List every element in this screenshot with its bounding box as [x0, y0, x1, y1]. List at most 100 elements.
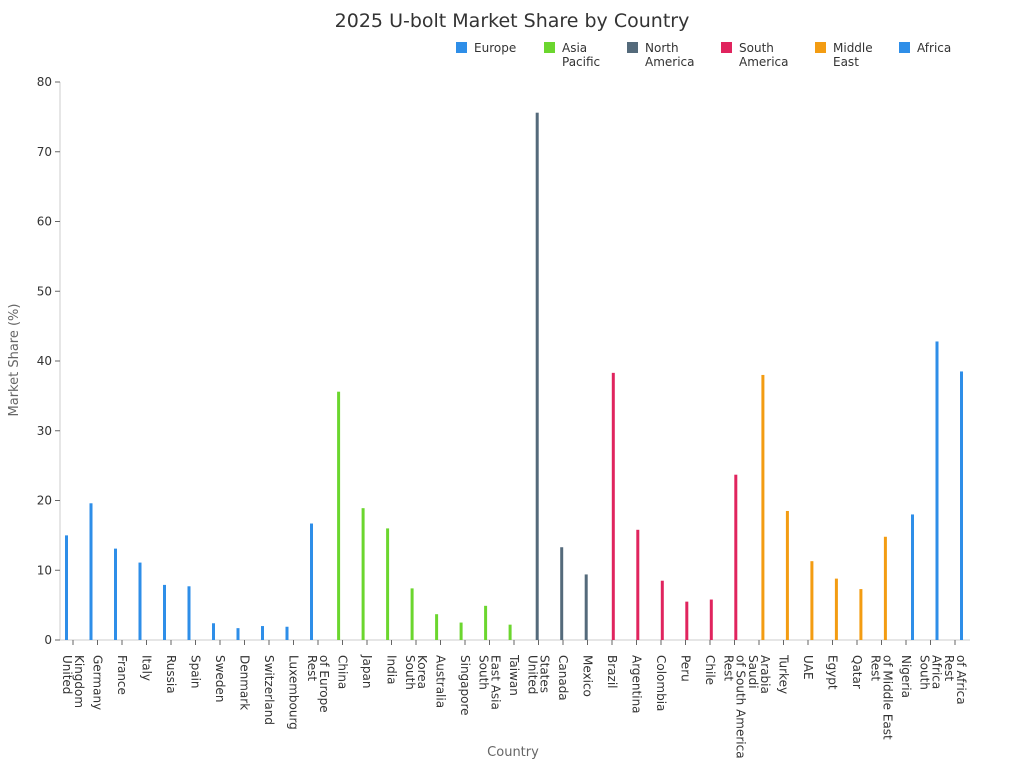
bar [660, 580, 664, 640]
legend-swatch [899, 42, 910, 53]
bar [114, 548, 117, 640]
y-axis-label: Market Share (%) [7, 304, 22, 417]
bars [65, 112, 963, 640]
x-tick-label: Singapore [458, 655, 472, 716]
bar [89, 503, 93, 640]
bar [636, 529, 640, 640]
x-tick-label: Rest [722, 655, 736, 681]
x-tick-label: Australia [434, 655, 448, 708]
x-tick-label: Chile [703, 655, 717, 685]
x-tick-label: of Africa [954, 655, 968, 705]
y-tick-label: 50 [37, 284, 52, 298]
bar [410, 588, 414, 640]
bar [859, 589, 863, 640]
bar [163, 584, 166, 640]
x-tick-label: China [336, 655, 350, 689]
y-tick-label: 60 [37, 215, 52, 229]
legend-swatch [456, 42, 467, 53]
y-tick-label: 20 [37, 494, 52, 508]
legend-label: Middle [833, 41, 873, 55]
x-tick-label: United [60, 655, 74, 694]
x-tick-label: South [403, 655, 417, 690]
bar [709, 599, 713, 640]
legend-label: America [645, 55, 695, 69]
legend-swatch [815, 42, 826, 53]
bar [212, 623, 215, 640]
x-tick-label: Spain [189, 655, 203, 689]
legend-item: Europe [456, 41, 516, 55]
legend-label: America [739, 55, 789, 69]
x-tick-label: Japan [360, 654, 374, 688]
legend-item: Africa [899, 41, 951, 55]
bar [310, 523, 313, 640]
bar [560, 547, 564, 640]
x-tick-label: Luxembourg [287, 655, 301, 730]
y-tick-label: 70 [37, 145, 52, 159]
x-tick-label: Germany [91, 655, 105, 710]
x-tick-label: Africa [930, 655, 944, 689]
bar [611, 372, 615, 640]
x-tick-label: Mexico [581, 655, 595, 697]
legend-swatch [544, 42, 555, 53]
legend-label: Pacific [562, 55, 600, 69]
x-tick-label: of Europe [317, 655, 331, 713]
x-tick-label: Kingdom [72, 655, 86, 708]
bar [435, 614, 439, 640]
x-tick-label: Rest [942, 655, 956, 681]
x-tick-label: Denmark [238, 655, 252, 710]
x-tick-label: Turkey [777, 654, 791, 694]
x-tick-label: Italy [140, 655, 154, 681]
bar [484, 605, 488, 640]
bar [935, 341, 939, 640]
y-tick-label: 30 [37, 424, 52, 438]
legend-label: South [739, 41, 774, 55]
x-tick-label: of Middle East [881, 655, 895, 740]
legend-label: Africa [917, 41, 951, 55]
x-tick-label: India [385, 655, 399, 684]
bar [685, 601, 689, 640]
bar [761, 374, 765, 640]
x-tick-label: UAE [801, 655, 815, 680]
x-tick-label: Qatar [850, 655, 864, 689]
bar [508, 624, 512, 640]
x-tick-label: States [538, 655, 552, 693]
bar [535, 112, 539, 640]
x-tick-label: Brazil [605, 655, 619, 689]
bar [834, 578, 838, 640]
legend: Europe AsiaPacificNorthAmericaSouthAmeric… [456, 41, 951, 69]
legend-label: Europe [474, 41, 516, 55]
bar [261, 626, 264, 640]
bar [883, 536, 887, 640]
y-tick-label: 0 [44, 633, 52, 647]
x-tick-label: Sweden [213, 655, 227, 702]
x-tick-label: Nigeria [899, 655, 913, 698]
bar [386, 528, 390, 640]
bar [187, 586, 191, 640]
x-tick-label: Argentina [630, 655, 644, 714]
x-tick-label: Arabia [758, 655, 772, 694]
x-tick-label: East Asia [489, 655, 503, 710]
chart-title: 2025 U-bolt Market Share by Country [335, 10, 690, 32]
bar [337, 391, 341, 640]
legend-swatch [627, 42, 638, 53]
x-tick-label: South [477, 655, 491, 690]
legend-label: Asia [562, 41, 587, 55]
bar [734, 474, 738, 640]
x-tick-label: United [526, 655, 540, 694]
bar [960, 371, 963, 640]
x-tick-label: of South America [734, 655, 748, 759]
x-tick-label: Peru [679, 655, 693, 682]
bar [584, 574, 588, 640]
bar [459, 622, 463, 640]
x-tick-label: Russia [164, 655, 178, 694]
x-tick-label: Canada [556, 655, 570, 701]
bar [236, 628, 240, 640]
bar [285, 626, 289, 640]
